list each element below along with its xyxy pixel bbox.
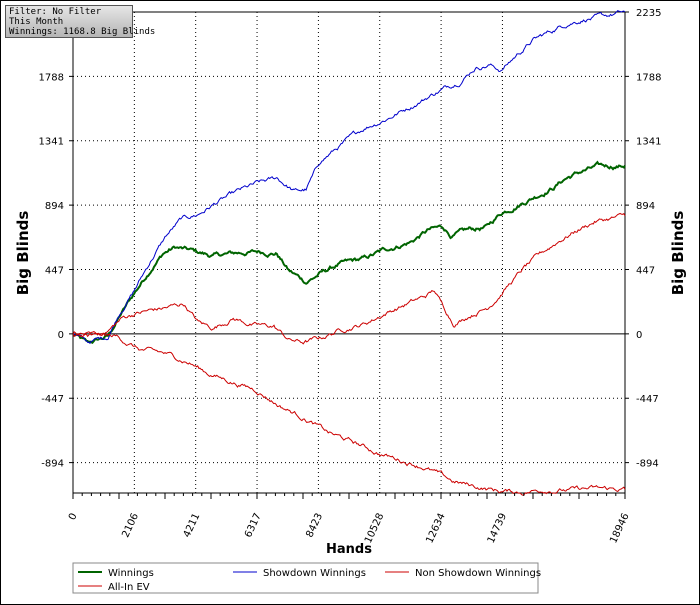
x-tick-label: 0 [67,512,80,522]
legend-label: All-In EV [108,582,150,593]
y-tick-label-left: 0 [58,330,64,341]
y-tick-label-left: 1788 [39,72,64,83]
y-tick-label-right: -447 [636,394,659,405]
y-tick-label-right: 447 [636,265,655,276]
filter-info-box: Filter: No Filter This Month Winnings: 1… [5,5,156,38]
period-label: This Month [9,17,64,27]
grid [73,12,625,493]
y-axis-right-labels: 2235 1788 1341 894 447 0 -447 -894 [636,8,661,470]
y-axis-title-left: Big Blinds [14,211,32,296]
legend-box [72,562,539,594]
y-axis-title-right: Big Blinds [669,211,687,296]
legend-label: Showdown Winnings [263,568,366,579]
legend-label: Winnings [108,568,154,579]
y-tick-label-right: 2235 [636,8,661,19]
legend-label: Non Showdown Winnings [415,568,541,579]
series-line [72,212,626,345]
y-tick-label-right: 1341 [636,137,661,148]
y-tick-label-left: -894 [41,459,64,470]
series-line [72,160,626,345]
axis-ticks [69,11,629,499]
y-tick-label-left: 447 [45,265,64,276]
winnings-label: Winnings: 1168.8 Big Blinds [9,27,156,37]
x-axis-title: Hands [326,542,372,557]
series-line [72,9,626,345]
series-layer [72,9,626,496]
y-tick-label-left: 894 [45,201,64,212]
y-tick-label-right: 0 [636,330,642,341]
y-tick-label-left: -447 [41,394,64,405]
legend: Winnings Showdown Winnings Non Showdown Wi… [72,562,541,594]
y-tick-label-right: 894 [636,201,655,212]
y-tick-label-right: -894 [636,459,659,470]
filter-label: Filter: No Filter [9,7,102,17]
y-tick-label-left: 1341 [39,137,64,148]
series-line [72,331,626,496]
y-tick-label-right: 1788 [636,72,661,83]
